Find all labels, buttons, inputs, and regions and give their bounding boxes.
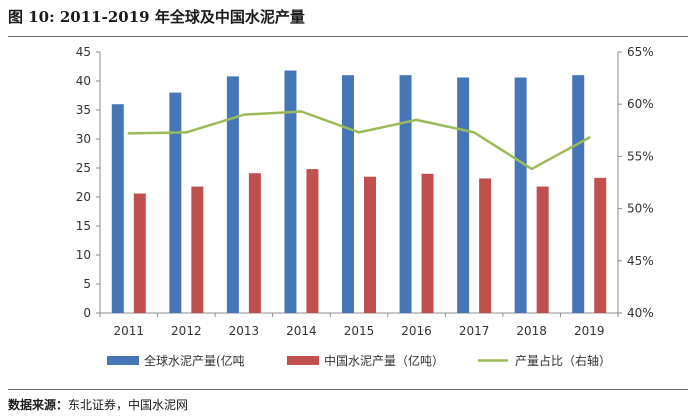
source-divider: [8, 389, 688, 390]
y-right-tick-label: 55%: [627, 149, 654, 163]
y-left-tick-label: 20: [76, 190, 91, 204]
legend-swatch-1: [287, 356, 319, 365]
bar-global: [111, 104, 124, 313]
x-tick-label: 2012: [171, 324, 202, 338]
y-left-tick-label: 10: [76, 248, 91, 262]
x-tick-label: 2011: [114, 324, 145, 338]
y-right-tick-label: 40%: [627, 306, 654, 320]
y-left-tick-label: 35: [76, 103, 91, 117]
bar-china: [191, 186, 204, 313]
figure-title-text: 2011-2019 年全球及中国水泥产量: [59, 8, 305, 26]
y-left-tick-label: 15: [76, 219, 91, 233]
bar-china: [479, 178, 492, 313]
title-divider: [8, 36, 688, 37]
bar-global: [284, 70, 297, 313]
source-label: 数据来源：: [8, 398, 69, 412]
x-tick-label: 2017: [459, 324, 490, 338]
source-note: 数据来源：东北证券，中国水泥网: [8, 396, 188, 413]
bar-china: [594, 177, 607, 313]
legend-label-2: 产量占比（右轴）: [515, 353, 611, 368]
y-right-tick-label: 45%: [627, 254, 654, 268]
x-tick-label: 2019: [574, 324, 605, 338]
figure-label: 图 10:: [8, 8, 55, 26]
legend-swatch-0: [107, 356, 139, 365]
y-left-tick-label: 0: [83, 306, 91, 320]
y-left-tick-label: 30: [76, 132, 91, 146]
figure-title: 图 10: 2011-2019 年全球及中国水泥产量: [8, 6, 305, 27]
x-tick-label: 2016: [401, 324, 432, 338]
y-left-tick-label: 40: [76, 74, 91, 88]
y-left-tick-label: 25: [76, 161, 91, 175]
y-left-tick-label: 45: [76, 45, 91, 59]
bar-china: [536, 186, 549, 313]
bar-global: [342, 75, 354, 313]
bar-global: [514, 77, 527, 314]
y-left-tick-label: 5: [83, 277, 91, 291]
bar-global: [226, 76, 239, 313]
x-tick-label: 2015: [344, 324, 375, 338]
legend-label-1: 中国水泥产量（亿吨）: [324, 353, 444, 368]
x-tick-label: 2013: [229, 324, 260, 338]
legend-label-0: 全球水泥产量(亿吨: [144, 353, 245, 368]
bar-china: [248, 173, 261, 313]
source-text: 东北证券，中国水泥网: [68, 398, 189, 412]
bar-china: [133, 193, 146, 313]
bar-china: [364, 176, 376, 313]
x-tick-label: 2018: [516, 324, 547, 338]
bar-global: [572, 75, 585, 313]
bar-global: [457, 77, 470, 314]
bar-china: [421, 173, 434, 313]
bar-china: [306, 169, 319, 313]
x-tick-label: 2014: [286, 324, 317, 338]
y-right-tick-label: 50%: [627, 202, 654, 216]
y-right-tick-label: 65%: [627, 45, 654, 59]
bar-global: [169, 92, 182, 313]
y-right-tick-label: 60%: [627, 97, 654, 111]
bar-global: [399, 75, 412, 313]
